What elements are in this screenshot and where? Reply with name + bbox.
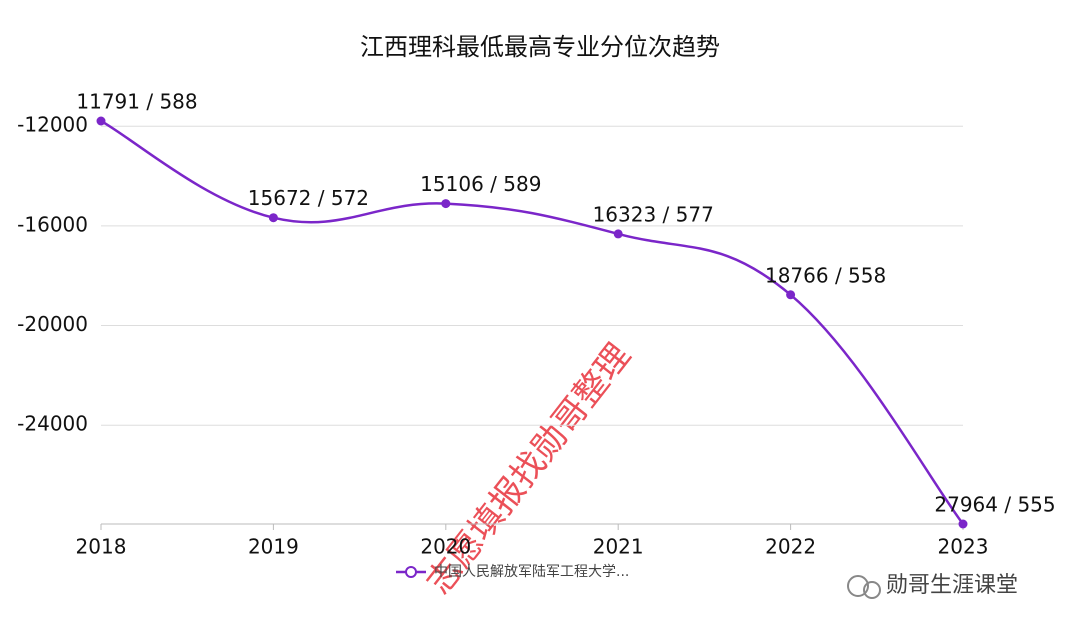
x-tick-label: 2018 bbox=[76, 535, 127, 559]
point bbox=[613, 229, 623, 239]
data-label: 15672 / 572 bbox=[248, 186, 369, 210]
legend-label: 中国人民解放军陆军工程大学... bbox=[434, 564, 629, 580]
x-tick-label: 2022 bbox=[765, 535, 816, 559]
line bbox=[100, 119, 964, 525]
data-label: 16323 / 577 bbox=[593, 202, 714, 226]
watermark-brand: 勋哥生涯课堂 bbox=[886, 573, 1018, 598]
y-tick-label: -24000 bbox=[17, 412, 88, 436]
x-tick-label: 2021 bbox=[593, 535, 644, 559]
point bbox=[441, 199, 451, 209]
watermark: 志愿填报找勋哥整理 bbox=[419, 336, 639, 602]
point bbox=[958, 519, 968, 529]
data-label: 18766 / 558 bbox=[765, 263, 886, 287]
y-tick-label: -20000 bbox=[17, 312, 88, 336]
chart-title: 江西理科最低最高专业分位次趋势 bbox=[360, 33, 720, 61]
y-tick-label: -12000 bbox=[17, 113, 88, 137]
data-label: 27964 / 555 bbox=[934, 493, 1055, 517]
point bbox=[786, 290, 796, 300]
data-label: 11791 / 588 bbox=[76, 90, 197, 114]
point bbox=[96, 116, 106, 126]
legend-marker bbox=[405, 566, 417, 578]
x-tick-label: 2019 bbox=[248, 535, 299, 559]
x-tick-label: 2023 bbox=[938, 535, 989, 559]
wechat-logo bbox=[847, 575, 881, 599]
x-tick-label: 2020 bbox=[420, 535, 471, 559]
data-label: 15106 / 589 bbox=[420, 172, 541, 196]
point bbox=[268, 213, 278, 223]
y-tick-label: -16000 bbox=[17, 212, 88, 236]
